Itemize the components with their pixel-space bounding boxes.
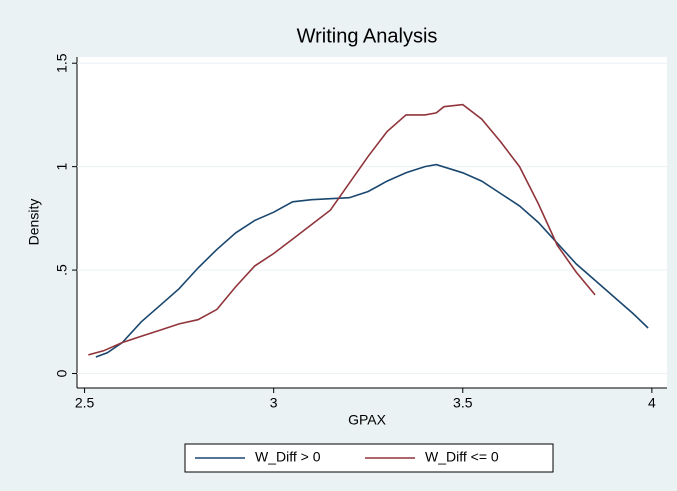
x-tick-label: 4 (648, 395, 656, 411)
density-line (95, 163, 649, 358)
plot-area (77, 57, 667, 388)
y-tick-label: 1 (54, 163, 70, 171)
x-axis-label: GPAX (348, 412, 387, 428)
x-tick-label: 3 (270, 395, 278, 411)
chart-title: Writing Analysis (297, 25, 438, 47)
density-line (88, 103, 596, 356)
y-tick-label: 0 (54, 369, 70, 377)
legend-label: W_Diff > 0 (255, 449, 321, 465)
y-tick-label: 1.5 (54, 53, 70, 73)
x-tick-label: 3.5 (453, 395, 473, 411)
legend-label: W_Diff <= 0 (425, 449, 499, 465)
y-axis-label: Density (26, 199, 42, 246)
y-tick-label: .5 (54, 264, 70, 276)
x-tick-label: 2.5 (75, 395, 95, 411)
